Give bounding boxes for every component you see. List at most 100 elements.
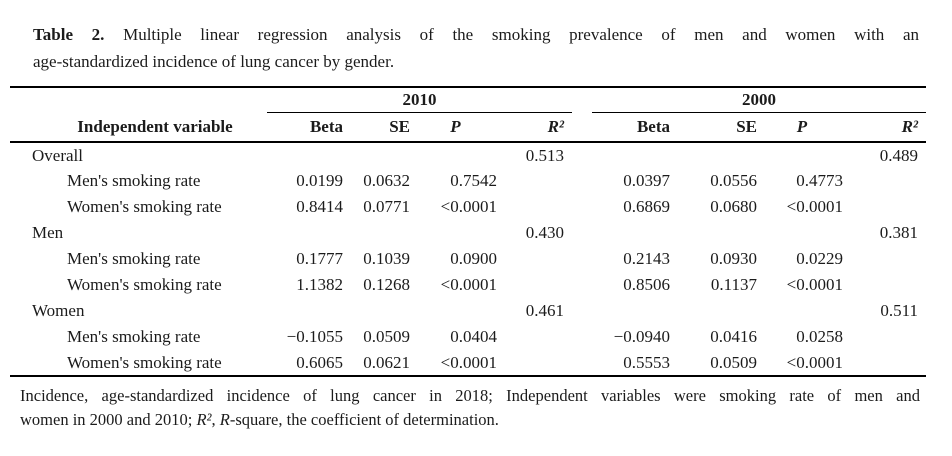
column-gap bbox=[572, 168, 592, 194]
footnote-r2-symbol: R² bbox=[196, 409, 212, 429]
cell-r2-2000: 0.381 bbox=[879, 223, 918, 242]
cell-se-2000: 0.0930 bbox=[710, 249, 757, 268]
cell-se-2010: 0.0632 bbox=[363, 171, 410, 190]
table-row: Women's smoking rate 0.8414 0.0771 <0.00… bbox=[10, 194, 926, 220]
column-gap bbox=[572, 246, 592, 272]
cell-se-2010 bbox=[345, 298, 412, 324]
row-label: Women's smoking rate bbox=[67, 275, 222, 294]
table-row: Men's smoking rate 0.0199 0.0632 0.7542 … bbox=[10, 168, 926, 194]
caption-label: Table 2. bbox=[33, 25, 105, 44]
col-header-se-2000: SE bbox=[672, 113, 759, 143]
table-footnote: Incidence, age-standardized incidence of… bbox=[20, 384, 920, 431]
cell-se-2010: 0.1268 bbox=[363, 275, 410, 294]
spanner-spacer bbox=[10, 87, 260, 113]
col-header-beta-2010: Beta bbox=[260, 113, 345, 143]
cell-se-2010 bbox=[345, 142, 412, 168]
cell-p-2000: <0.0001 bbox=[786, 197, 843, 216]
column-gap bbox=[572, 324, 592, 350]
cell-se-2010 bbox=[345, 220, 412, 246]
cell-p-2000: <0.0001 bbox=[759, 350, 845, 377]
cell-se-2000: 0.0416 bbox=[710, 327, 757, 346]
cell-beta-2000 bbox=[592, 142, 672, 168]
col-group-2000-label: 2000 bbox=[592, 90, 926, 113]
cell-p-2000 bbox=[759, 142, 845, 168]
footnote-r-symbol: R bbox=[219, 409, 230, 429]
cell-beta-2000 bbox=[592, 220, 672, 246]
table-caption: Table 2. Multiple linear regression anal… bbox=[33, 21, 919, 75]
cell-p-2000: 0.0229 bbox=[796, 249, 843, 268]
table-row-overall: Overall 0.513 0.489 bbox=[10, 142, 926, 168]
cell-p-2010: <0.0001 bbox=[440, 197, 497, 216]
cell-beta-2010: 0.8414 bbox=[296, 197, 343, 216]
cell-r2-2000 bbox=[845, 194, 926, 220]
table-row: Men's smoking rate 0.1777 0.1039 0.0900 … bbox=[10, 246, 926, 272]
cell-beta-2000: 0.5553 bbox=[592, 350, 672, 377]
column-header-row: Independent variable Beta SE P R² Beta S… bbox=[10, 113, 926, 143]
footnote-text: women in 2000 and 2010; bbox=[20, 409, 197, 429]
cell-r2-2000: 0.489 bbox=[879, 145, 918, 165]
table-row-men: Men 0.430 0.381 bbox=[10, 220, 926, 246]
row-label: Men bbox=[32, 223, 64, 242]
cell-r2-2010 bbox=[499, 272, 572, 298]
cell-se-2010: 0.0771 bbox=[363, 197, 410, 216]
col-header-se-2010: SE bbox=[345, 113, 412, 143]
cell-se-2000 bbox=[672, 298, 759, 324]
cell-r2-2000 bbox=[845, 168, 926, 194]
cell-r2-2010 bbox=[499, 194, 572, 220]
year-spanner-row: 2010 2000 bbox=[10, 87, 926, 113]
col-header-p-2010: P bbox=[412, 113, 499, 143]
cell-p-2010 bbox=[412, 142, 499, 168]
cell-r2-2000 bbox=[845, 272, 926, 298]
cell-beta-2000: −0.0940 bbox=[613, 327, 670, 346]
cell-r2-2010 bbox=[499, 246, 572, 272]
cell-r2-2000 bbox=[845, 324, 926, 350]
cell-r2-2010: 0.513 bbox=[525, 145, 564, 165]
cell-beta-2000 bbox=[592, 298, 672, 324]
column-gap bbox=[572, 142, 592, 168]
table-row: Men's smoking rate −0.1055 0.0509 0.0404… bbox=[10, 324, 926, 350]
caption-text: Multiple linear regression analysis of t… bbox=[123, 25, 920, 44]
table-row: Women's smoking rate 0.6065 0.0621 <0.00… bbox=[10, 350, 926, 377]
cell-p-2010: <0.0001 bbox=[412, 350, 499, 377]
cell-r2-2010: 0.430 bbox=[525, 223, 564, 242]
cell-beta-2010 bbox=[260, 298, 345, 324]
row-label: Women bbox=[32, 301, 85, 320]
row-label: Women's smoking rate bbox=[67, 197, 222, 216]
footnote-line-2: women in 2000 and 2010; R², R-square, th… bbox=[20, 408, 920, 432]
cell-se-2010: 0.1039 bbox=[363, 249, 410, 268]
row-label: Men's smoking rate bbox=[67, 327, 201, 346]
cell-se-2000: 0.0556 bbox=[710, 171, 757, 190]
column-gap bbox=[572, 87, 592, 113]
col-header-r2-2010: R² bbox=[499, 113, 572, 143]
cell-se-2000: 0.1137 bbox=[710, 275, 757, 294]
column-gap bbox=[572, 272, 592, 298]
col-group-2000: 2000 bbox=[592, 87, 926, 113]
cell-r2-2010 bbox=[499, 324, 572, 350]
cell-p-2000: 0.4773 bbox=[796, 171, 843, 190]
column-gap bbox=[572, 298, 592, 324]
col-group-2010-label: 2010 bbox=[267, 90, 572, 113]
cell-p-2010: 0.7542 bbox=[450, 171, 497, 190]
column-gap bbox=[572, 194, 592, 220]
cell-p-2000 bbox=[759, 298, 845, 324]
column-gap bbox=[572, 350, 592, 377]
cell-p-2000 bbox=[759, 220, 845, 246]
cell-se-2000: 0.0509 bbox=[672, 350, 759, 377]
footnote-text: , bbox=[211, 409, 220, 429]
cell-se-2000 bbox=[672, 220, 759, 246]
cell-beta-2010 bbox=[260, 142, 345, 168]
cell-r2-2010 bbox=[499, 350, 572, 377]
cell-se-2010: 0.0621 bbox=[345, 350, 412, 377]
footnote-line-1: Incidence, age-standardized incidence of… bbox=[20, 386, 920, 405]
cell-r2-2000 bbox=[845, 350, 926, 377]
cell-r2-2010: 0.461 bbox=[525, 301, 564, 320]
cell-beta-2010: 0.0199 bbox=[296, 171, 343, 190]
row-label: Overall bbox=[32, 145, 83, 165]
cell-se-2000 bbox=[672, 142, 759, 168]
regression-table: 2010 2000 Independent variable Beta SE P… bbox=[10, 86, 926, 377]
caption-line-2: age-standardized incidence of lung cance… bbox=[33, 52, 395, 71]
cell-beta-2000: 0.2143 bbox=[623, 249, 670, 268]
col-header-variable: Independent variable bbox=[10, 113, 260, 143]
cell-p-2010 bbox=[412, 220, 499, 246]
